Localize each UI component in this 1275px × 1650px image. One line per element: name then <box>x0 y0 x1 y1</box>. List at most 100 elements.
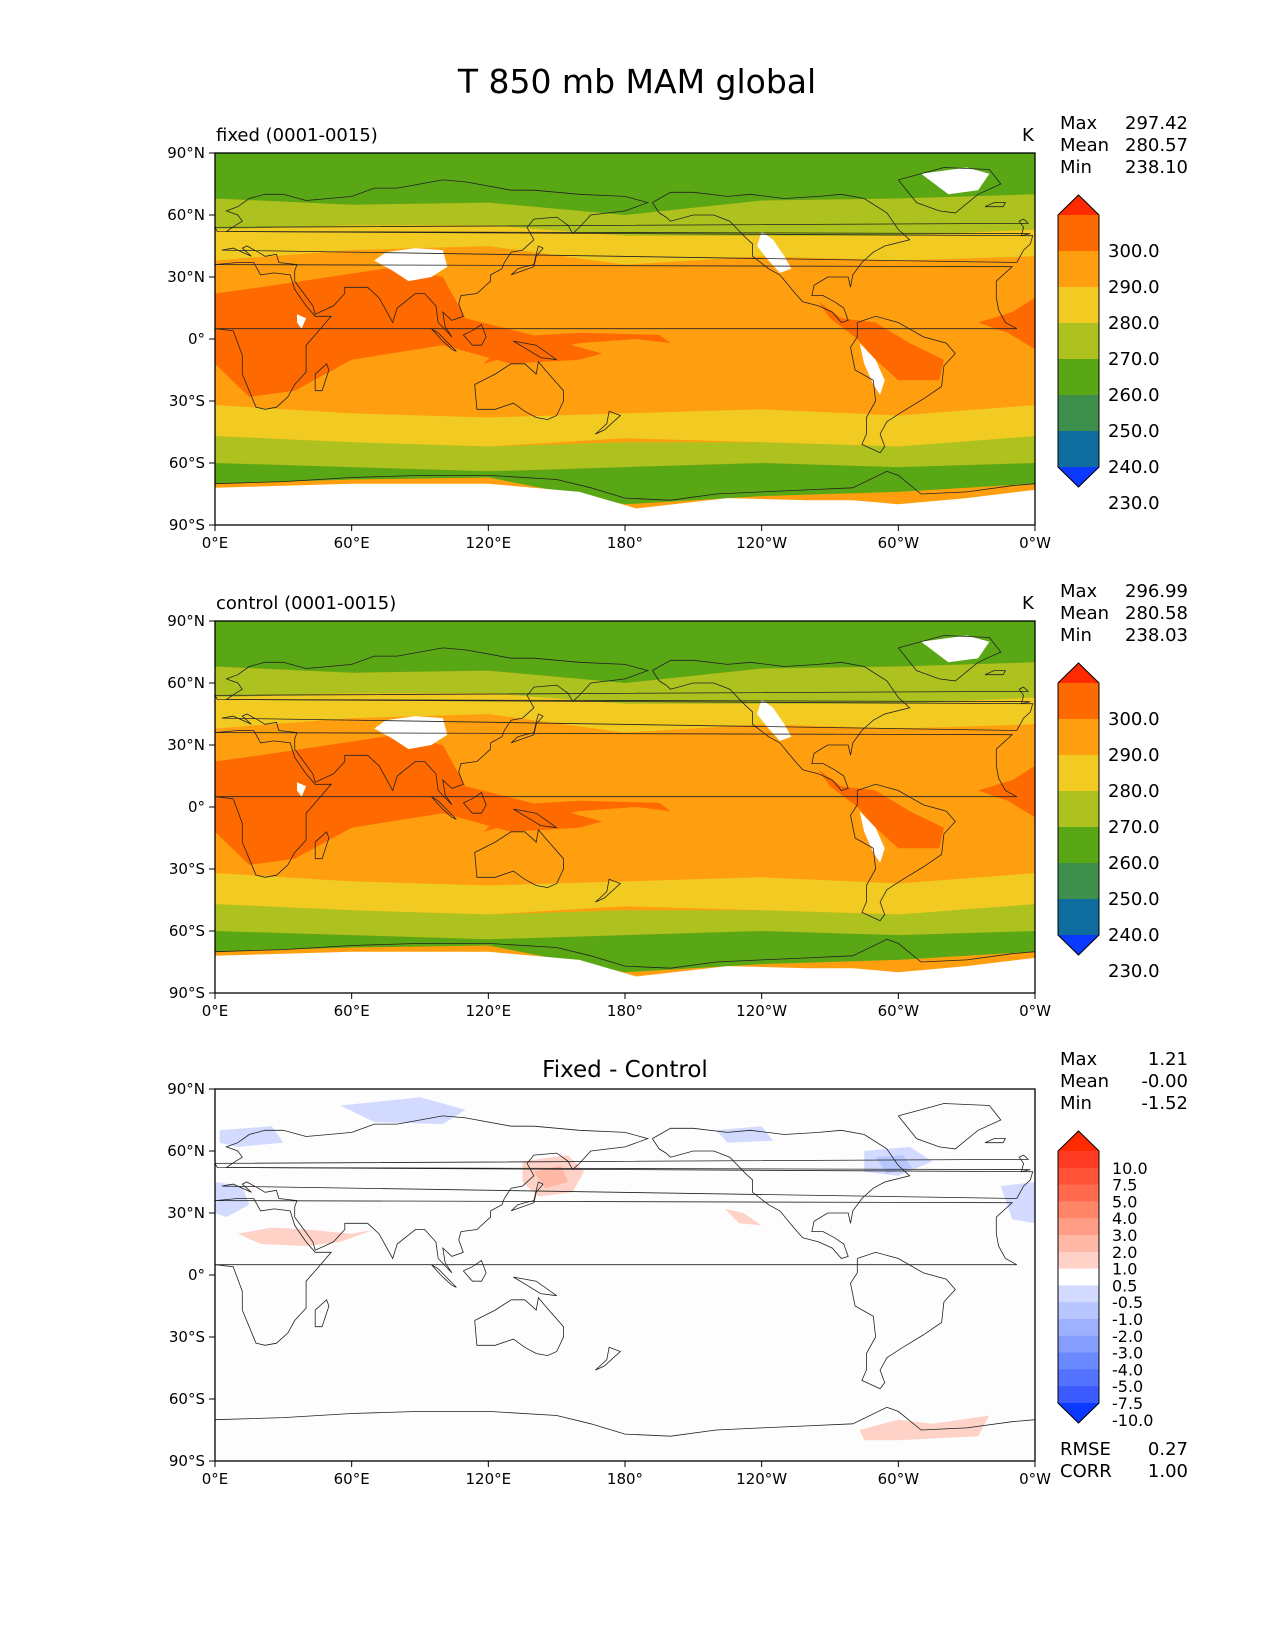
coastline <box>314 1299 330 1328</box>
x-tick-label: 0°W <box>1019 1002 1051 1020</box>
contour-band <box>716 1126 774 1143</box>
colorbar-tick-label: -2.0 <box>1112 1327 1143 1346</box>
coastline <box>850 315 956 454</box>
coastline <box>513 1276 557 1297</box>
y-tick-label: 90°S <box>169 1452 205 1470</box>
colorbar-band <box>1058 827 1099 864</box>
colorbar-band <box>1058 1369 1099 1387</box>
coastline <box>897 1103 1002 1150</box>
stat-name: Max <box>1060 1049 1098 1070</box>
contour-band <box>215 693 1035 733</box>
x-tick-label: 120°W <box>736 534 787 552</box>
colorbar-tick-label: 4.0 <box>1112 1209 1137 1228</box>
coastline <box>850 783 956 922</box>
colorbar-tick-label: 270.0 <box>1108 817 1160 838</box>
y-tick-label: 30°N <box>167 736 205 754</box>
stat-value: 297.42 <box>1125 113 1188 134</box>
colorbar-tick-label: 280.0 <box>1108 313 1160 334</box>
coastline <box>431 328 457 352</box>
stat-name: Mean <box>1060 1071 1109 1092</box>
y-tick-label: 30°N <box>167 268 205 286</box>
contour-band <box>1000 1182 1035 1224</box>
x-tick-label: 180° <box>607 1002 643 1020</box>
y-tick-label: 0° <box>188 798 205 816</box>
panel-control: 0°E 60°E 120°E 180° 120°W 60°W 0°W 90°N 60°N 30°N… <box>167 581 1188 1020</box>
colorbar-tick-label: 5.0 <box>1112 1192 1137 1211</box>
colorbar-tick-label: -3.0 <box>1112 1344 1143 1363</box>
colorbar-band <box>1058 1302 1099 1320</box>
y-tick-label: 60°S <box>169 922 205 940</box>
stat-value: 238.03 <box>1125 625 1188 646</box>
colorbar-band <box>1058 683 1099 720</box>
masked-area <box>921 167 990 195</box>
colorbar-extend-bottom <box>1058 935 1099 955</box>
colorbar-band <box>1058 287 1099 324</box>
masked-area <box>215 951 1035 993</box>
contour-band <box>818 769 944 849</box>
colorbar-tick-label: -1.0 <box>1112 1310 1143 1329</box>
coastline <box>221 647 1034 806</box>
contour-band <box>533 1165 569 1189</box>
x-tick-label: 0°E <box>202 534 229 552</box>
coastline <box>463 323 487 346</box>
contour-band <box>219 1126 284 1147</box>
x-tick-label: 0°W <box>1019 534 1051 552</box>
contour-band <box>237 1227 375 1247</box>
map-control <box>215 621 1035 993</box>
stat-name: Max <box>1060 581 1098 602</box>
coastline <box>595 410 622 435</box>
x-tick-label: 0°W <box>1019 1470 1051 1488</box>
colorbar-tick-label: 1.0 <box>1112 1260 1137 1279</box>
stat-value: 1.21 <box>1148 1049 1188 1070</box>
masked-area <box>757 231 792 273</box>
colorbar-band <box>1058 215 1099 252</box>
masked-area <box>297 782 307 797</box>
coastline <box>215 938 1035 969</box>
figure-title: T 850 mb MAM global <box>457 62 816 101</box>
colorbar-tick-label: 240.0 <box>1108 457 1160 478</box>
y-tick-label: 30°N <box>167 1204 205 1222</box>
coastline <box>314 831 330 860</box>
stat-value: 238.10 <box>1125 157 1188 178</box>
y-tick-label: 90°N <box>167 612 205 630</box>
colorbar-tick-label: 0.5 <box>1112 1276 1137 1295</box>
coastline <box>431 1264 457 1288</box>
y-tick-label: 30°S <box>169 392 205 410</box>
x-tick-label: 60°W <box>878 534 920 552</box>
stat-value: 280.58 <box>1125 603 1188 624</box>
contour-band <box>215 463 1035 505</box>
colorbar-band <box>1058 251 1099 288</box>
masked-area <box>374 256 402 267</box>
colorbar-tick-label: -4.0 <box>1112 1360 1143 1379</box>
colorbar-control: 300.0 290.0 280.0 270.0 260.0 250.0 240.0 230.0 <box>1057 662 1160 982</box>
coastline <box>463 791 487 814</box>
colorbar-band <box>1058 899 1099 936</box>
colorbar-tick-label: 300.0 <box>1108 709 1160 730</box>
colorbar-band <box>1058 431 1099 468</box>
colorbar-extend-bottom <box>1058 1403 1099 1423</box>
x-tick-label: 60°E <box>334 534 370 552</box>
contour-band <box>215 904 1035 940</box>
panel-diff: 0°E 60°E 120°E 180° 120°W 60°W 0°W 90°N 60°N 30°N… <box>167 1049 1188 1488</box>
panel-title: Fixed - Control <box>542 1057 708 1083</box>
colorbar-band <box>1058 863 1099 900</box>
colorbar-tick-label: -7.5 <box>1112 1394 1143 1413</box>
colorbar-tick-label: 2.0 <box>1112 1243 1137 1262</box>
stat-name: Min <box>1060 157 1092 178</box>
colorbar-band <box>1058 791 1099 828</box>
coastline <box>510 713 544 744</box>
colorbar-extend-top <box>1058 195 1099 215</box>
colorbar-tick-label: 270.0 <box>1108 349 1160 370</box>
coastline <box>215 686 1031 705</box>
colorbar-band <box>1058 395 1099 432</box>
field-background <box>215 1089 1035 1461</box>
contour-band <box>215 1182 250 1218</box>
contour-band <box>725 1208 762 1226</box>
coastline <box>897 635 1002 682</box>
x-tick-label: 60°E <box>334 1002 370 1020</box>
contour-band <box>215 436 1035 472</box>
colorbar-extend-bottom <box>1058 467 1099 487</box>
y-tick-label: 0° <box>188 330 205 348</box>
colorbar-tick-label: 250.0 <box>1108 421 1160 442</box>
